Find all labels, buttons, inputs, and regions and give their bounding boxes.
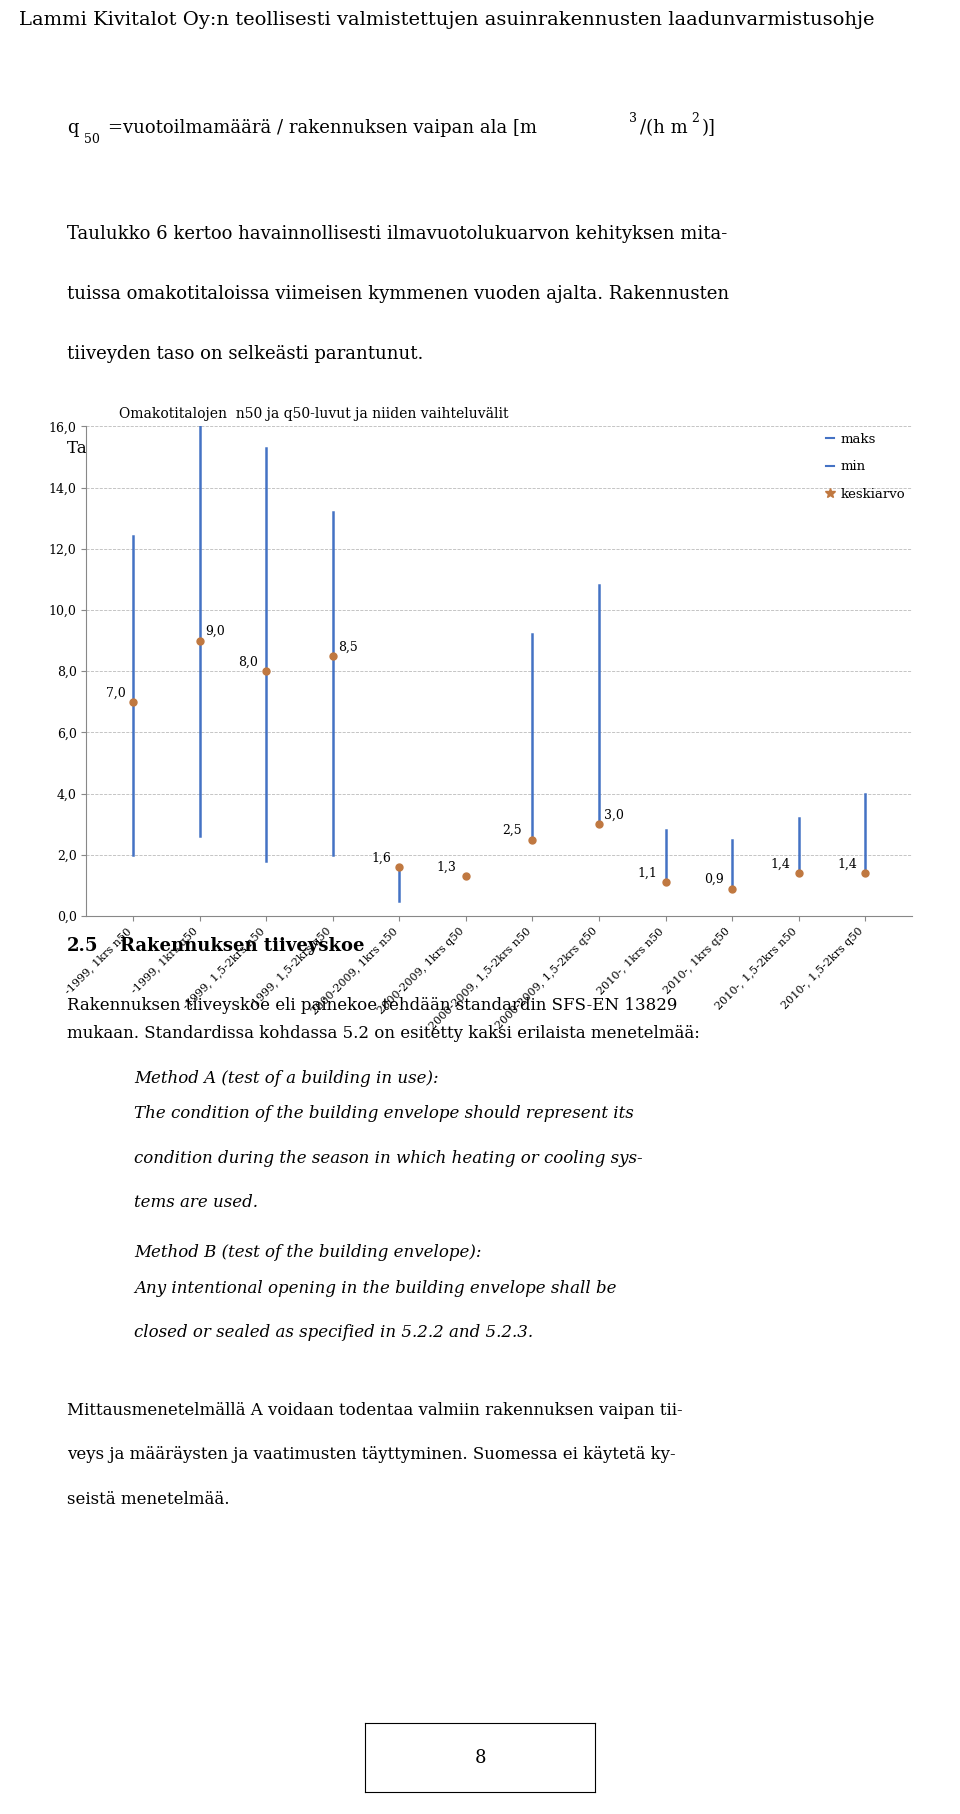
Text: tiiveyden taso on selkeästi parantunut.: tiiveyden taso on selkeästi parantunut. [67, 345, 423, 363]
Text: 1,4: 1,4 [771, 858, 791, 871]
Text: 9,0: 9,0 [204, 626, 225, 639]
Text: Omakotitalojen vuotolukuarvoja 2000-luvulla ( Paloniitty 2012,24): Omakotitalojen vuotolukuarvoja 2000-luvu… [197, 439, 754, 457]
Text: =vuotoilmamäärä / rakennuksen vaipan ala [m: =vuotoilmamäärä / rakennuksen vaipan ala… [108, 118, 537, 136]
Text: )]: )] [702, 118, 715, 136]
Text: Method B (test of the building envelope):: Method B (test of the building envelope)… [134, 1244, 482, 1261]
Text: The condition of the building envelope should represent its: The condition of the building envelope s… [134, 1105, 635, 1123]
Text: 1,4: 1,4 [837, 858, 857, 871]
Text: veys ja määräysten ja vaatimusten täyttyminen. Suomessa ei käytetä ky-: veys ja määräysten ja vaatimusten täytty… [67, 1446, 676, 1464]
Text: Rakennuksen tiiveyskoe eli painekoe tehdään standardin SFS-EN 13829: Rakennuksen tiiveyskoe eli painekoe tehd… [67, 998, 678, 1014]
Text: 0,9: 0,9 [705, 873, 724, 885]
Text: Omakotitalojen  n50 ja q50-luvut ja niiden vaihteluvälit: Omakotitalojen n50 ja q50-luvut ja niide… [119, 406, 509, 421]
Text: Taulukko 6.: Taulukko 6. [67, 439, 164, 457]
Text: 2.5: 2.5 [67, 938, 99, 956]
Text: Mittausmenetelmällä A voidaan todentaa valmiin rakennuksen vaipan tii-: Mittausmenetelmällä A voidaan todentaa v… [67, 1402, 683, 1419]
Text: closed or sealed as specified in 5.2.2 and 5.2.3.: closed or sealed as specified in 5.2.2 a… [134, 1324, 534, 1342]
Legend: maks, min, keskiarvo: maks, min, keskiarvo [827, 434, 905, 501]
Text: condition during the season in which heating or cooling sys-: condition during the season in which hea… [134, 1150, 643, 1166]
Text: 8: 8 [474, 1749, 486, 1767]
Text: seistä menetelmää.: seistä menetelmää. [67, 1491, 229, 1507]
Text: 3,0: 3,0 [605, 809, 624, 822]
Text: 1,3: 1,3 [436, 862, 456, 874]
Text: Method A (test of a building in use):: Method A (test of a building in use): [134, 1070, 439, 1087]
Text: q: q [67, 118, 79, 136]
Text: tuissa omakotitaloissa viimeisen kymmenen vuoden ajalta. Rakennusten: tuissa omakotitaloissa viimeisen kymmene… [67, 285, 730, 303]
Text: Lammi Kivitalot Oy:n teollisesti valmistettujen asuinrakennusten laadunvarmistus: Lammi Kivitalot Oy:n teollisesti valmist… [19, 11, 875, 29]
Text: 3: 3 [629, 112, 636, 125]
Text: Any intentional opening in the building envelope shall be: Any intentional opening in the building … [134, 1281, 617, 1297]
Text: mukaan. Standardissa kohdassa 5.2 on esitetty kaksi erilaista menetelmää:: mukaan. Standardissa kohdassa 5.2 on esi… [67, 1025, 700, 1043]
Text: 2: 2 [691, 112, 699, 125]
Text: /(h m: /(h m [640, 118, 688, 136]
Text: 7,0: 7,0 [107, 686, 126, 698]
Text: 50: 50 [84, 134, 101, 147]
Text: 1,6: 1,6 [372, 851, 392, 865]
Text: Taulukko 6 kertoo havainnollisesti ilmavuotolukuarvon kehityksen mita-: Taulukko 6 kertoo havainnollisesti ilmav… [67, 225, 728, 243]
Text: Rakennuksen tiiveyskoe: Rakennuksen tiiveyskoe [120, 938, 365, 956]
Text: 2,5: 2,5 [502, 824, 522, 836]
Text: 8,0: 8,0 [238, 655, 258, 669]
Text: 1,1: 1,1 [637, 867, 658, 880]
Text: tems are used.: tems are used. [134, 1194, 258, 1212]
Text: 8,5: 8,5 [338, 640, 358, 653]
